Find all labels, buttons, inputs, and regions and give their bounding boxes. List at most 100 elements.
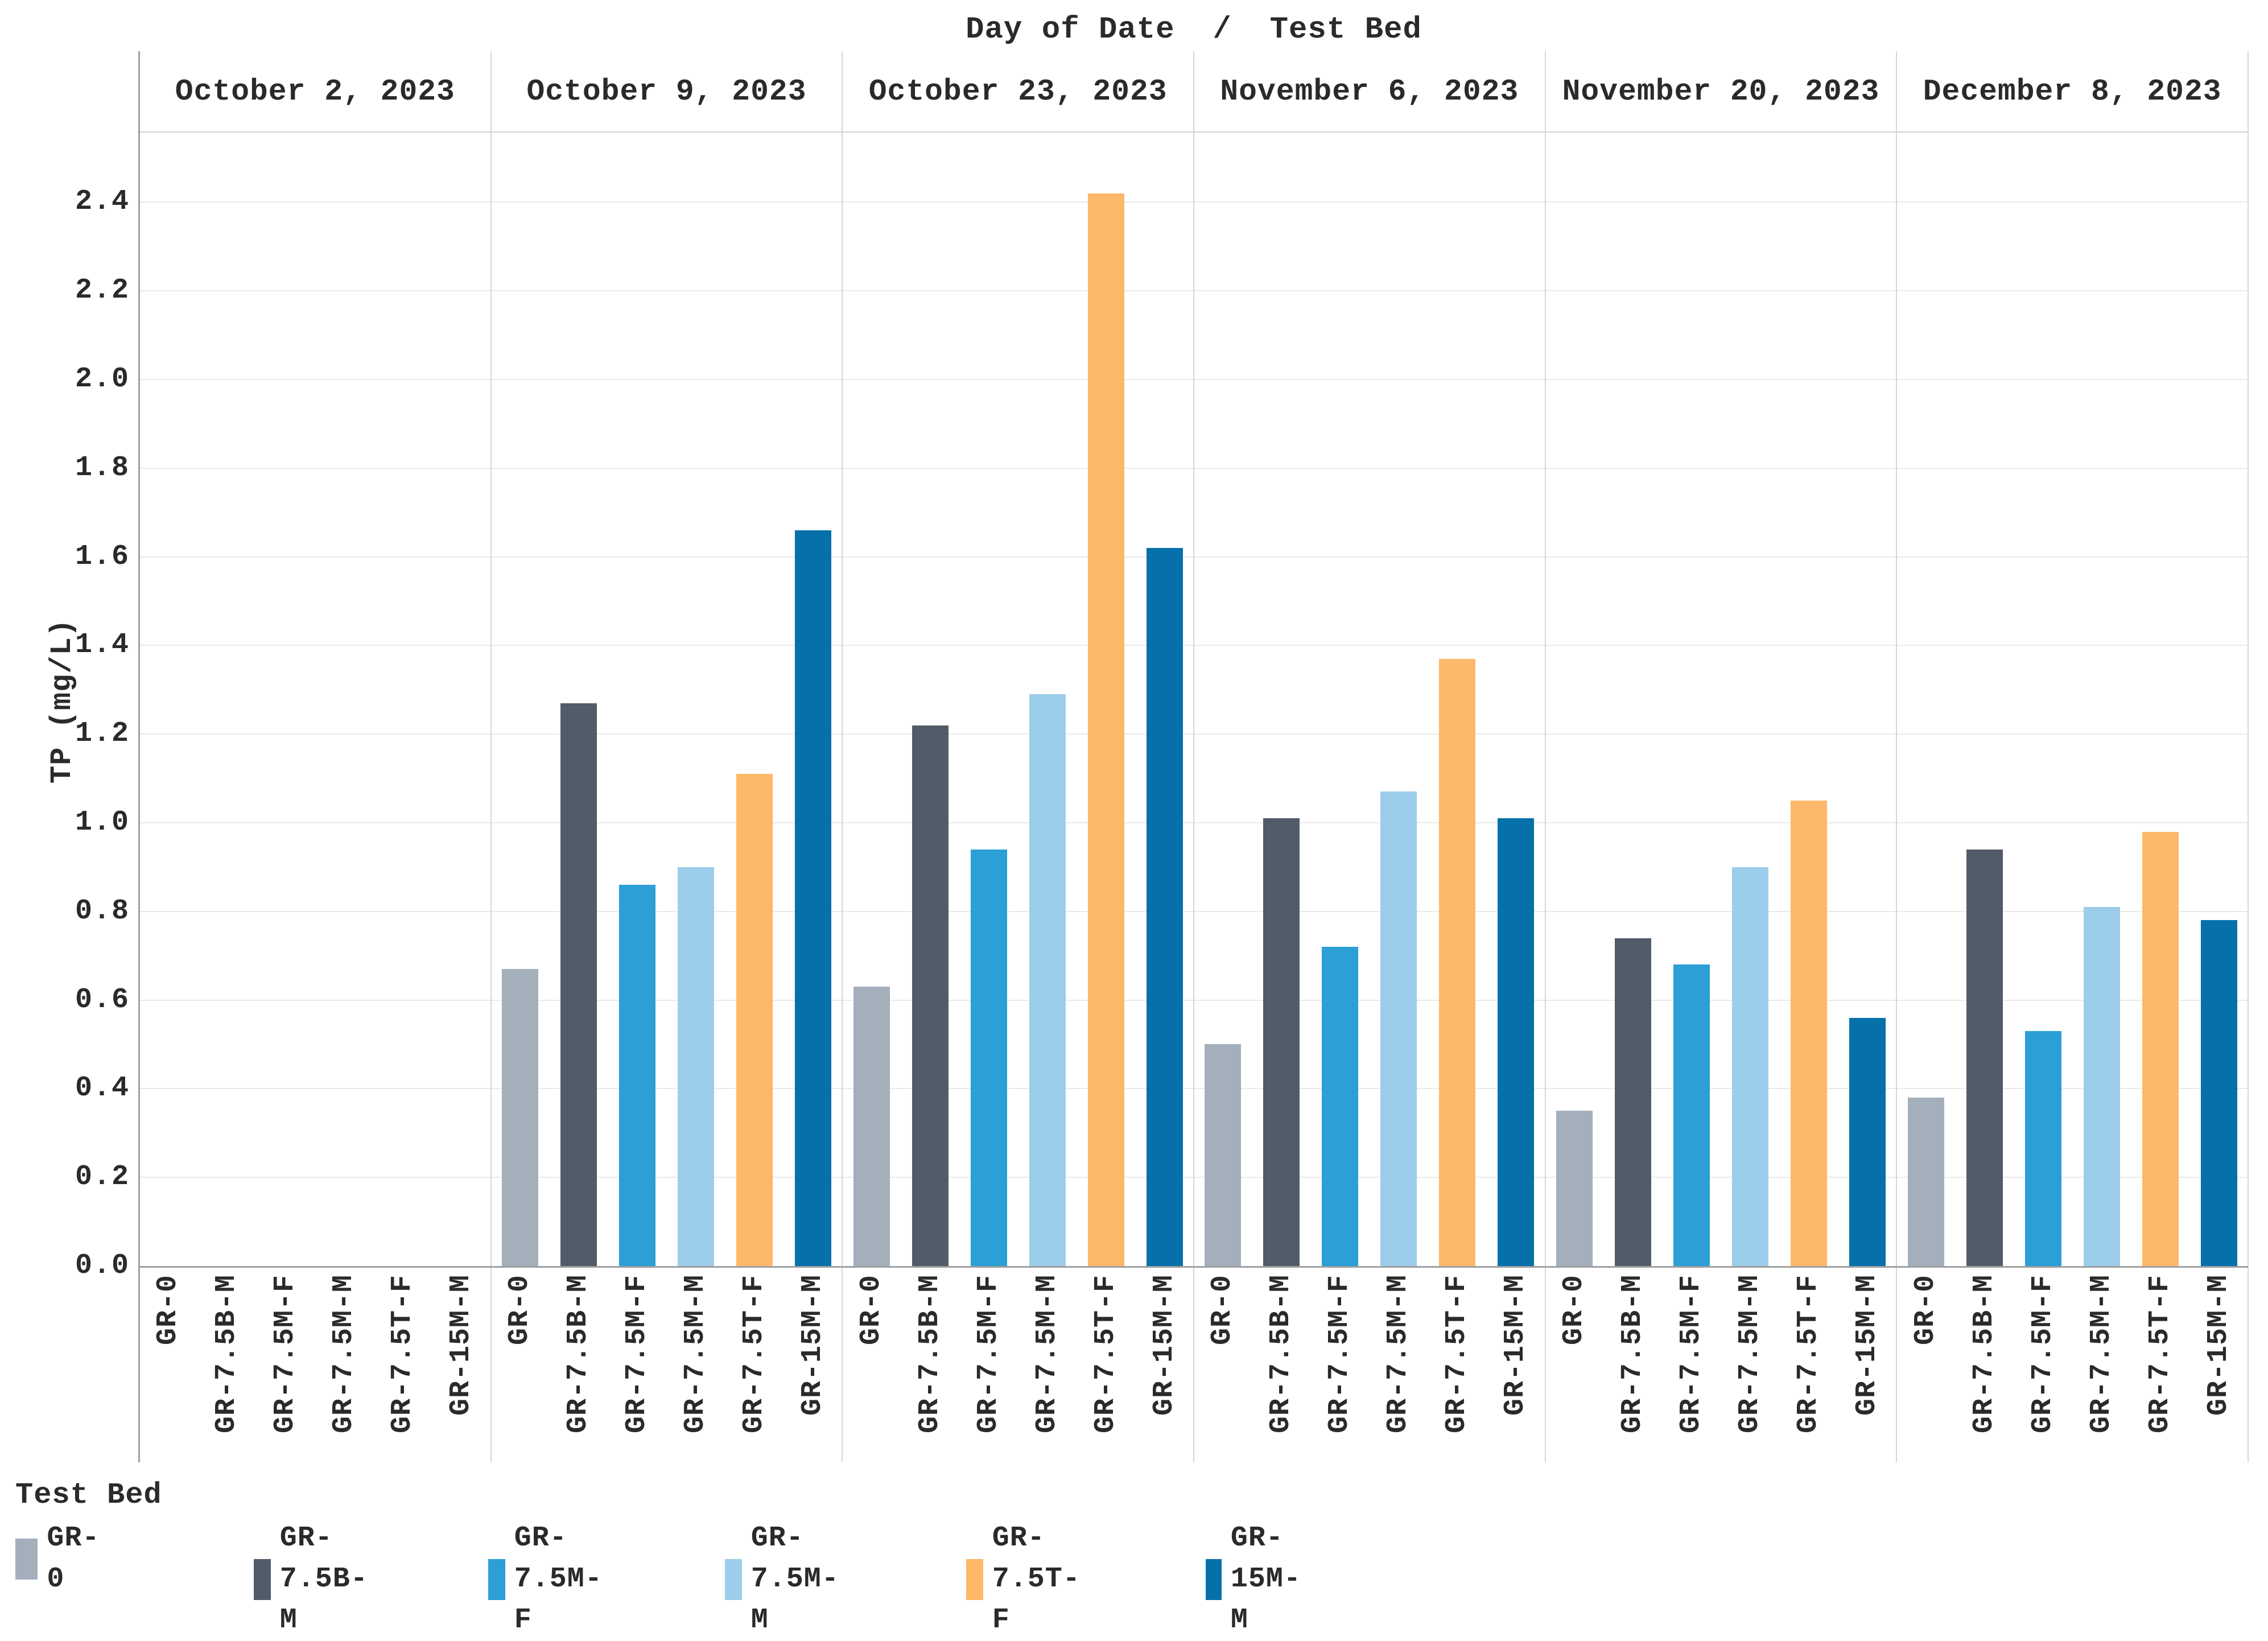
bar[interactable]	[795, 530, 831, 1266]
x-tick-label: GR-7.5T-F	[2144, 1275, 2176, 1434]
bar[interactable]	[2142, 832, 2179, 1266]
bar[interactable]	[2025, 1031, 2061, 1266]
panel-header: October 23, 2023	[868, 75, 1168, 109]
chart-title: Day of Date / Test Bed	[966, 13, 1422, 47]
y-axis-title: TP (mg/L)	[46, 619, 79, 784]
x-tick-label: GR-7.5M-M	[1734, 1275, 1766, 1434]
x-tick-label: GR-0	[1558, 1275, 1590, 1346]
y-axis-line	[138, 51, 140, 1462]
x-tick-label: GR-7.5M-M	[2085, 1275, 2118, 1434]
panel-divider	[1193, 51, 1194, 1462]
bar[interactable]	[1849, 1018, 1886, 1266]
y-tick-label: 0.8	[75, 894, 130, 927]
y-tick-label: 1.6	[75, 540, 130, 573]
bar[interactable]	[1029, 694, 1066, 1266]
legend-swatch	[488, 1559, 505, 1600]
x-tick-label: GR-15M-M	[1499, 1275, 1532, 1416]
bar[interactable]	[912, 725, 949, 1266]
y-tick-label: 1.4	[75, 629, 130, 662]
panel-divider	[490, 51, 492, 1462]
x-tick-label: GR-15M-M	[797, 1275, 829, 1416]
x-tick-label: GR-0	[1206, 1275, 1239, 1346]
bar[interactable]	[560, 703, 597, 1266]
legend-swatch	[254, 1559, 271, 1600]
y-tick-label: 0.2	[75, 1161, 130, 1194]
bar[interactable]	[1556, 1111, 1593, 1266]
legend-item[interactable]: GR-7.5M-F	[488, 1518, 613, 1641]
x-tick-label: GR-7.5M-F	[1323, 1275, 1356, 1434]
panel-header: October 2, 2023	[175, 75, 455, 109]
chart-page: { "chart_data": { "type": "bar", "title"…	[15, 13, 2249, 1636]
x-tick-label: GR-7.5T-F	[1441, 1275, 1473, 1434]
x-tick-label: GR-7.5M-M	[328, 1275, 360, 1434]
bar[interactable]	[971, 850, 1007, 1266]
x-tick-label: GR-15M-M	[1851, 1275, 1883, 1416]
legend-title: Test Bed	[15, 1478, 162, 1512]
bar[interactable]	[1263, 818, 1300, 1266]
x-tick-label: GR-7.5B-M	[914, 1275, 946, 1434]
bar[interactable]	[1088, 193, 1124, 1266]
bar[interactable]	[1322, 947, 1358, 1266]
x-tick-label: GR-7.5B-M	[1968, 1275, 2001, 1434]
bar[interactable]	[1380, 791, 1417, 1266]
y-tick-label: 2.0	[75, 363, 130, 395]
y-tick-label: 1.0	[75, 806, 130, 839]
bar[interactable]	[1615, 938, 1651, 1266]
bar[interactable]	[2084, 907, 2120, 1266]
legend-label: GR-7.5M-M	[750, 1522, 839, 1636]
bar[interactable]	[678, 867, 714, 1266]
x-tick-label: GR-0	[152, 1275, 184, 1346]
bar[interactable]	[1147, 548, 1183, 1266]
bar[interactable]	[619, 885, 655, 1266]
bar[interactable]	[1673, 964, 1710, 1266]
x-tick-label: GR-0	[1910, 1275, 1942, 1346]
legend-item[interactable]: GR-7.5T-F	[966, 1518, 1091, 1641]
y-tick-label: 2.2	[75, 274, 130, 307]
legend-swatch	[966, 1559, 983, 1600]
x-tick-label: GR-7.5M-F	[2027, 1275, 2059, 1434]
y-tick-label: 1.2	[75, 718, 130, 751]
x-tick-label: GR-7.5T-F	[1090, 1275, 1122, 1434]
bar[interactable]	[853, 987, 890, 1266]
panel-divider	[1896, 51, 1898, 1462]
panel-divider	[842, 51, 843, 1462]
x-tick-label: GR-0	[504, 1275, 536, 1346]
panel-header: December 8, 2023	[1923, 75, 2222, 109]
x-tick-label: GR-7.5B-M	[1617, 1275, 1649, 1434]
plot-right-border	[2248, 51, 2249, 1462]
x-tick-label: GR-15M-M	[2203, 1275, 2235, 1416]
bar[interactable]	[1439, 659, 1475, 1266]
y-tick-label: 0.6	[75, 983, 130, 1016]
legend-item[interactable]: GR-7.5B-M	[254, 1518, 378, 1641]
header-underline	[139, 131, 2248, 133]
bar[interactable]	[1498, 818, 1534, 1266]
bar[interactable]	[1908, 1098, 1944, 1266]
legend-label: GR-15M-M	[1230, 1522, 1301, 1636]
bar[interactable]	[1205, 1044, 1241, 1266]
bar[interactable]	[2201, 920, 2237, 1266]
panel-header: October 9, 2023	[526, 75, 807, 109]
y-tick-label: 0.0	[75, 1250, 130, 1282]
bar[interactable]	[1791, 801, 1827, 1266]
legend-item[interactable]: GR-0	[15, 1518, 105, 1600]
legend-swatch	[1206, 1559, 1222, 1600]
x-tick-label: GR-7.5M-M	[1031, 1275, 1063, 1434]
legend-swatch	[15, 1539, 38, 1580]
x-tick-label: GR-15M-M	[1148, 1275, 1181, 1416]
y-tick-label: 1.8	[75, 451, 130, 484]
bar[interactable]	[1732, 867, 1768, 1266]
legend-item[interactable]: GR-15M-M	[1206, 1518, 1313, 1641]
x-tick-label: GR-0	[855, 1275, 888, 1346]
x-tick-label: GR-7.5T-F	[1792, 1275, 1825, 1434]
bar[interactable]	[1966, 850, 2003, 1266]
bar[interactable]	[502, 969, 538, 1266]
x-tick-label: GR-7.5B-M	[211, 1275, 243, 1434]
x-tick-label: GR-7.5M-F	[621, 1275, 653, 1434]
x-tick-label: GR-7.5B-M	[1265, 1275, 1297, 1434]
legend-swatch	[725, 1559, 742, 1600]
legend-item[interactable]: GR-7.5M-M	[725, 1518, 850, 1641]
x-axis-line	[139, 1266, 2248, 1268]
y-tick-label: 2.4	[75, 185, 130, 218]
bar[interactable]	[736, 774, 773, 1266]
legend-label: GR-7.5T-F	[992, 1522, 1081, 1636]
